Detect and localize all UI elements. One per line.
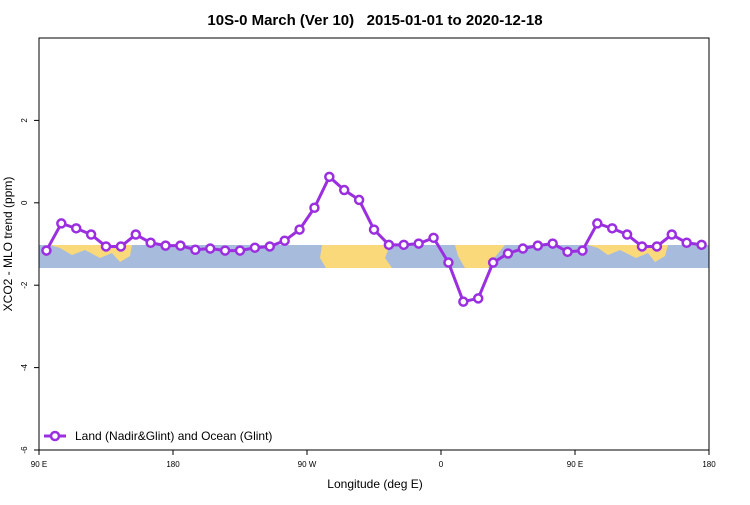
data-point xyxy=(577,245,588,256)
data-point xyxy=(234,245,246,256)
data-point xyxy=(428,232,439,244)
x-tick-label: 180 xyxy=(166,460,180,469)
data-point xyxy=(190,244,201,256)
x-tick-label: 180 xyxy=(702,460,716,469)
data-point xyxy=(219,245,231,256)
data-point xyxy=(606,223,618,234)
data-point xyxy=(353,194,365,206)
x-tick-label: 90 E xyxy=(31,460,47,469)
data-point xyxy=(249,242,261,253)
data-point xyxy=(264,241,276,252)
x-tick-label: 0 xyxy=(439,460,444,469)
data-point xyxy=(145,237,156,249)
y-tick-label: -6 xyxy=(20,446,29,454)
series-line xyxy=(45,174,702,304)
data-point xyxy=(85,229,97,240)
data-point xyxy=(130,229,142,240)
data-point xyxy=(592,218,603,229)
data-point xyxy=(547,238,558,249)
data-point xyxy=(204,243,216,254)
data-point xyxy=(56,218,67,229)
data-point xyxy=(398,239,410,251)
y-tick-label: -2 xyxy=(20,281,29,289)
data-point xyxy=(651,241,663,252)
data-point xyxy=(338,184,350,196)
data-point xyxy=(502,248,514,259)
data-point xyxy=(666,229,678,240)
data-point xyxy=(443,257,454,268)
chart-title: 10S-0 March (Ver 10) 2015-01-01 to 2020-… xyxy=(207,12,542,29)
map-strip xyxy=(39,245,709,268)
data-point xyxy=(41,245,52,256)
data-point xyxy=(279,235,290,246)
y-axis-label: XCO2 - MLO trend (ppm) xyxy=(1,177,15,312)
y-tick-label: 0 xyxy=(20,200,29,205)
legend-label: Land (Nadir&Glint) and Ocean (Glint) xyxy=(75,429,272,443)
data-point xyxy=(487,257,499,268)
data-point xyxy=(621,229,633,240)
data-point xyxy=(532,240,544,251)
data-point xyxy=(681,237,692,249)
x-tick-label: 90 E xyxy=(567,460,583,469)
data-point xyxy=(294,224,305,235)
data-point xyxy=(562,246,573,258)
x-axis-label: Longitude (deg E) xyxy=(327,477,422,491)
data-point xyxy=(115,241,127,252)
legend-marker xyxy=(49,430,61,442)
plot-frame xyxy=(38,37,710,451)
data-point xyxy=(160,240,171,251)
data-point xyxy=(368,224,380,235)
data-point xyxy=(636,241,648,252)
data-point xyxy=(413,238,424,249)
y-tick-label: -4 xyxy=(20,363,29,371)
y-tick-label: 2 xyxy=(20,118,29,123)
data-point xyxy=(324,171,335,183)
data-point xyxy=(70,223,82,234)
data-point xyxy=(458,296,469,307)
data-point xyxy=(309,202,320,213)
data-point xyxy=(175,240,186,251)
data-point xyxy=(383,239,395,251)
data-point xyxy=(100,241,112,252)
data-point xyxy=(517,243,529,254)
data-point xyxy=(696,239,707,251)
x-tick-label: 90 W xyxy=(298,460,317,469)
data-point xyxy=(472,293,484,304)
